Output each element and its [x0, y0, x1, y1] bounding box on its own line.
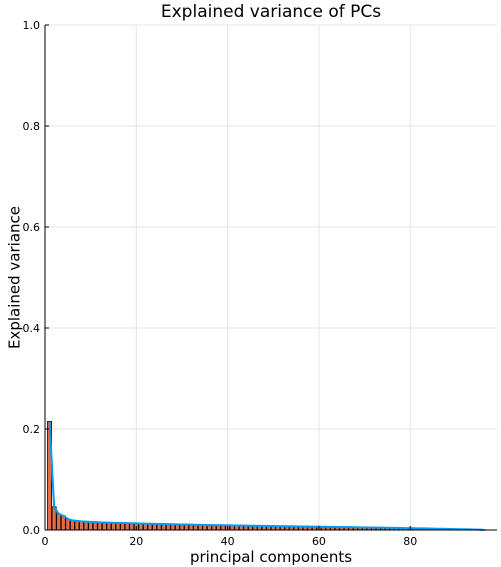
bar [79, 521, 84, 531]
ticks-layer: 0 20 40 60 80 0.0 0.2 0.4 0.6 0.8 1.0 [23, 19, 418, 548]
y-axis-title: Explained variance [5, 206, 23, 349]
axes-layer [44, 25, 497, 531]
bar [74, 520, 80, 531]
bar [106, 522, 112, 531]
bar [97, 522, 103, 531]
grid-layer [44, 24, 497, 531]
x-tick-label: 80 [403, 535, 417, 548]
x-tick-label: 0 [42, 535, 49, 548]
bar [92, 521, 98, 531]
bar [65, 518, 71, 531]
bar [69, 520, 75, 531]
y-tick-label: 1.0 [23, 19, 41, 32]
y-tick-label: 0.0 [23, 524, 41, 537]
bar [83, 521, 89, 531]
x-tick-label: 40 [221, 535, 235, 548]
x-tick-label: 60 [312, 535, 326, 548]
bar [111, 522, 116, 531]
x-axis-title: principal components [190, 548, 352, 566]
y-tick-label: 0.4 [23, 322, 41, 335]
bar [88, 521, 94, 531]
bar [56, 513, 62, 531]
y-tick-label: 0.6 [23, 221, 41, 234]
x-tick-label: 20 [129, 535, 143, 548]
y-tick-label: 0.8 [23, 120, 41, 133]
y-tick-label: 0.2 [23, 423, 41, 436]
series-line [48, 421, 484, 531]
bar [115, 522, 121, 531]
chart-title: Explained variance of PCs [161, 2, 381, 22]
bars-layer [47, 421, 486, 531]
bar [101, 522, 107, 531]
line-layer [48, 421, 484, 531]
